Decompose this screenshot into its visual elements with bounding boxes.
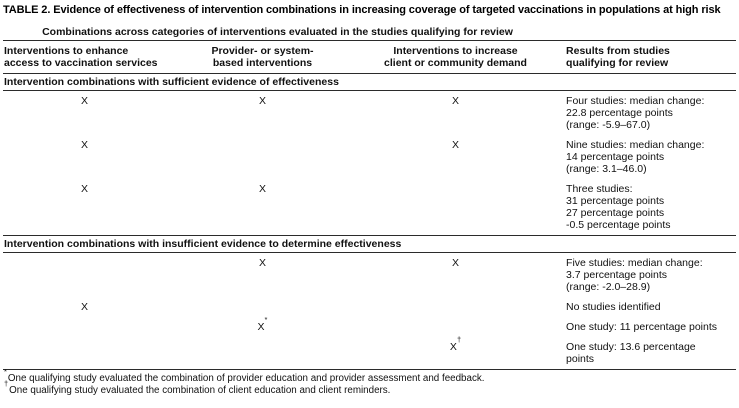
x-cell-access [3, 336, 166, 370]
x-mark: X [452, 138, 460, 151]
results-cell: Three studies: 31 percentage points 27 p… [552, 178, 737, 236]
x-cell-demand: X [359, 135, 552, 179]
table-row: X X Three studies: 31 percentage points … [3, 178, 737, 236]
x-cell-provider: X [166, 252, 359, 297]
spanner-row: Combinations across categories of interv… [3, 22, 737, 41]
results-cell: No studies identified [566, 300, 661, 313]
x-cell-provider: X [166, 90, 359, 135]
x-cell-provider [166, 336, 359, 370]
footnote-dagger: †One qualifying study evaluated the comb… [4, 380, 736, 397]
column-header-row: Interventions to enhance access to vacci… [3, 40, 737, 74]
col-header-provider: Provider- or system- based interventions [166, 40, 359, 74]
results-cell: Five studies: median change: 3.7 percent… [566, 256, 703, 293]
col-header-access: Interventions to enhance access to vacci… [3, 40, 166, 74]
x-cell-provider: X [166, 178, 359, 236]
table-row: X No studies identified [3, 297, 736, 317]
results-cell: Nine studies: median change: 14 percenta… [566, 138, 705, 175]
footnote-text: One qualifying study evaluated the combi… [9, 384, 391, 396]
x-cell-access [3, 317, 166, 337]
table-row: X X Nine studies: median change: 14 perc… [3, 135, 736, 179]
x-cell-provider [166, 297, 359, 317]
x-cell-access: X [3, 297, 166, 317]
section-header-label: Intervention combinations with insuffici… [3, 235, 737, 253]
page-title: TABLE 2. Evidence of effectiveness of in… [3, 4, 721, 16]
x-mark: X [80, 138, 88, 151]
table-row: X* One study: 11 percentage points [3, 315, 736, 337]
section-header-sufficient: Intervention combinations with sufficien… [3, 73, 737, 91]
results-cell: One study: 11 percentage points [566, 320, 718, 333]
spanner-header: Combinations across categories of interv… [3, 22, 553, 41]
x-mark: X [452, 256, 460, 269]
footnote-marker: * [4, 367, 7, 377]
x-mark: X [80, 94, 88, 107]
table-row: X X X Four studies: median change: 22.8 … [3, 90, 736, 135]
x-cell-access [3, 252, 166, 297]
x-cell-access: X [3, 178, 166, 236]
x-mark: X [258, 256, 266, 269]
evidence-table: Combinations across categories of interv… [3, 22, 737, 370]
x-cell-demand: X† [359, 335, 553, 370]
table-row: X† One study: 13.6 percentage points [3, 335, 737, 370]
x-cell-demand [359, 297, 552, 317]
table-figure: TABLE 2. Evidence of effectiveness of in… [3, 4, 737, 397]
x-cell-access: X [3, 90, 166, 135]
x-cell-demand: X [359, 252, 552, 297]
x-mark: X [258, 94, 266, 107]
col-header-results: Results from studies qualifying for revi… [552, 40, 737, 74]
footnotes: *One qualifying study evaluated the comb… [3, 368, 736, 397]
x-mark: X [258, 182, 266, 195]
footnote-marker: † [4, 379, 9, 389]
section-header-label: Intervention combinations with sufficien… [3, 73, 737, 91]
x-mark: X [257, 320, 265, 333]
spanner-spacer [552, 22, 737, 41]
footnote-text: One qualifying study evaluated the combi… [7, 372, 485, 384]
x-cell-access: X [3, 135, 166, 179]
col-header-demand: Interventions to increase client or comm… [359, 40, 553, 74]
footnote-asterisk: *One qualifying study evaluated the comb… [4, 368, 736, 385]
x-mark: X [80, 300, 88, 313]
asterisk-footnote-ref: * [264, 315, 268, 324]
results-cell: One study: 13.6 percentage points [552, 336, 737, 370]
table-row: X X Five studies: median change: 3.7 per… [3, 252, 736, 297]
results-cell: Four studies: median change: 22.8 percen… [566, 94, 705, 131]
x-cell-demand [359, 178, 553, 236]
x-cell-provider [166, 135, 359, 179]
dagger-footnote-ref: † [456, 335, 462, 344]
x-mark: X [80, 182, 88, 195]
x-cell-provider: X* [166, 315, 359, 337]
x-mark: X [452, 94, 460, 107]
x-cell-demand [359, 317, 552, 337]
x-cell-demand: X [359, 90, 552, 135]
section-header-insufficient: Intervention combinations with insuffici… [3, 235, 737, 253]
x-mark: X [449, 340, 457, 353]
